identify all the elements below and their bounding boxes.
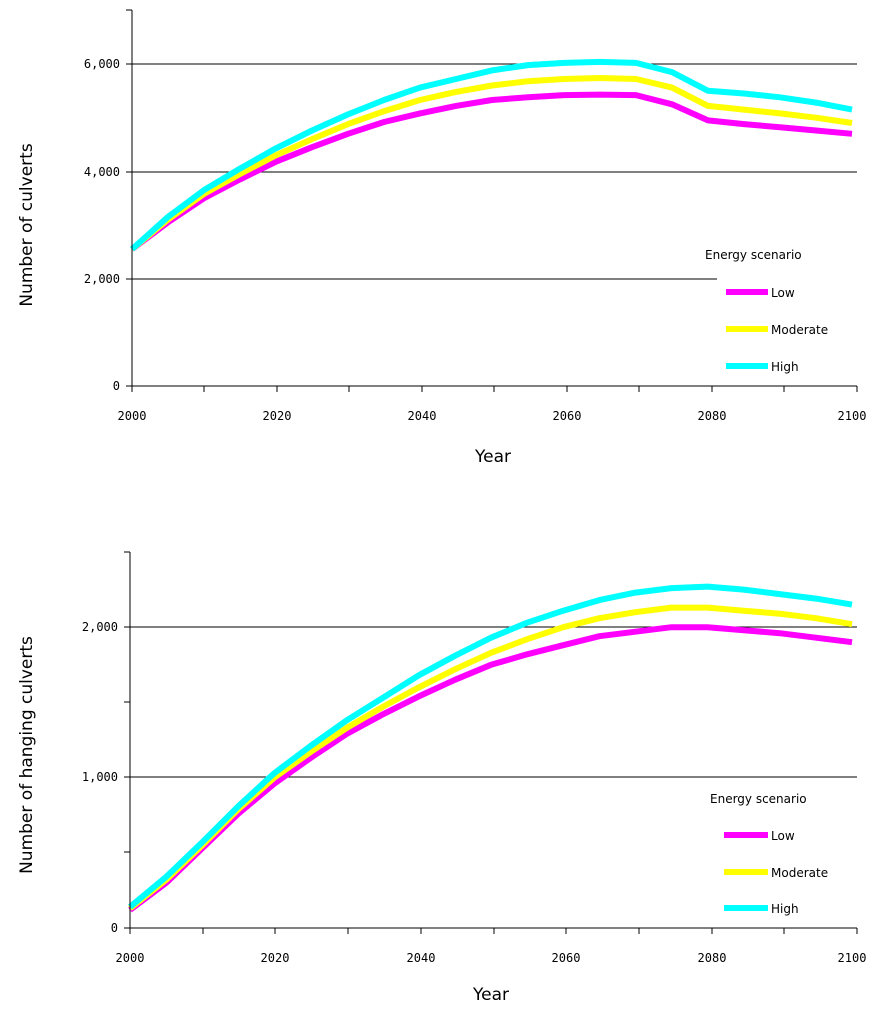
chart-culverts-y-tick-label: 4,000 bbox=[84, 165, 120, 179]
chart-culverts: 0 2,000 4,000 6,000 2000 2020 2040 2060 … bbox=[17, 9, 867, 467]
chart-culverts-x-tick-label: 2080 bbox=[698, 409, 727, 423]
chart-hanging-culverts-y-tick-label: 1,000 bbox=[82, 770, 118, 784]
chart-culverts-series-high-line bbox=[129, 58, 853, 252]
chart-hanging-culverts-legend-title: Energy scenario bbox=[710, 792, 807, 806]
chart-hanging-culverts-x-tick-label: 2060 bbox=[552, 951, 581, 965]
chart-culverts-legend-title: Energy scenario bbox=[705, 248, 802, 262]
chart-culverts-legend-label-low: Low bbox=[771, 286, 795, 300]
chart-culverts-x-axis-title: Year bbox=[474, 447, 511, 467]
chart-hanging-culverts-x-tick-label: 2100 bbox=[838, 951, 867, 965]
chart-culverts-legend-label-high: High bbox=[771, 360, 799, 374]
chart-culverts-y-axis-title: Number of culverts bbox=[17, 143, 37, 307]
chart-hanging-culverts-legend: Energy scenario Low Moderate High bbox=[710, 792, 828, 916]
chart-hanging-culverts-legend-label-high: High bbox=[771, 902, 799, 916]
chart-culverts-y-tick-labels: 0 2,000 4,000 6,000 bbox=[84, 57, 120, 393]
chart-hanging-culverts-y-tick-labels: 0 1,000 2,000 bbox=[82, 620, 118, 935]
chart-culverts-x-tick-label: 2000 bbox=[118, 409, 147, 423]
chart-hanging-culverts-series-moderate-line bbox=[128, 604, 853, 911]
chart-culverts-series-low-line bbox=[130, 91, 853, 252]
chart-hanging-culverts-x-tick-labels: 2000 2020 2040 2060 2080 2100 bbox=[116, 951, 867, 965]
chart-hanging-culverts-legend-label-low: Low bbox=[771, 829, 795, 843]
chart-hanging-culverts-x-tick-label: 2000 bbox=[116, 951, 145, 965]
chart-culverts-y-tick-label: 6,000 bbox=[84, 57, 120, 71]
chart-culverts-x-tick-labels: 2000 2020 2040 2060 2080 2100 bbox=[118, 409, 867, 423]
chart-hanging-culverts-x-axis-title: Year bbox=[472, 985, 509, 1005]
chart-culverts-y-tick-label: 0 bbox=[113, 379, 120, 393]
chart-hanging-culverts-legend-label-moderate: Moderate bbox=[771, 866, 828, 880]
chart-hanging-culverts-y-axis-title: Number of hanging culverts bbox=[17, 636, 37, 874]
chart-hanging-culverts: 0 1,000 2,000 2000 2020 2040 2060 2080 2… bbox=[17, 551, 867, 1005]
chart-hanging-culverts-x-tick-label: 2020 bbox=[261, 951, 290, 965]
chart-hanging-culverts-y-tick-label: 2,000 bbox=[82, 620, 118, 634]
chart-hanging-culverts-series-low-line bbox=[128, 624, 853, 913]
chart-culverts-legend-label-moderate: Moderate bbox=[771, 323, 828, 337]
chart-culverts-x-tick-label: 2100 bbox=[838, 409, 867, 423]
chart-culverts-x-tick-label: 2020 bbox=[263, 409, 292, 423]
chart-hanging-culverts-y-tick-label: 0 bbox=[111, 921, 118, 935]
chart-hanging-culverts-x-tick-label: 2040 bbox=[407, 951, 436, 965]
chart-culverts-y-tick-label: 2,000 bbox=[84, 272, 120, 286]
chart-hanging-culverts-axes bbox=[124, 551, 858, 934]
chart-culverts-x-tick-label: 2040 bbox=[408, 409, 437, 423]
chart-hanging-culverts-series bbox=[128, 583, 853, 913]
chart-culverts-series bbox=[129, 58, 853, 252]
chart-culverts-series-moderate-line bbox=[130, 75, 853, 252]
chart-hanging-culverts-x-tick-label: 2080 bbox=[698, 951, 727, 965]
chart-culverts-axes bbox=[126, 9, 858, 392]
chart-culverts-x-tick-label: 2060 bbox=[553, 409, 582, 423]
chart-culverts-legend: Energy scenario Low Moderate High bbox=[705, 248, 828, 374]
chart-hanging-culverts-series-high-line bbox=[128, 583, 853, 910]
